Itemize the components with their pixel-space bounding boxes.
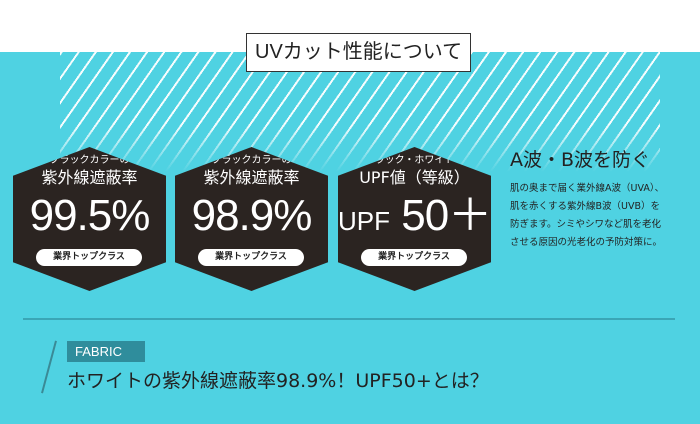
fabric-tag: FABRIC (67, 341, 145, 362)
badge-value: 99.5% (29, 191, 151, 240)
badge-pill: 業界トップクラス (198, 249, 304, 266)
description-line: させる原因の光老化の予防対策に。 (510, 237, 663, 248)
badge-value: UPF 50＋ (338, 189, 491, 243)
uv-description: A波・B波を防ぐ 肌の奥まで届く業外線A波（UVA）、 肌を赤くする紫外線B波（… (510, 148, 664, 252)
badge-value-prefix: UPF (338, 206, 390, 236)
badge-sub: ブラックカラーの (211, 155, 292, 166)
description-text: 肌の奥まで届く業外線A波（UVA）、 肌を赤くする紫外線B波（UVB）を 防ぎま… (510, 180, 664, 252)
badge-pill: 業界トップクラス (36, 249, 142, 266)
badge-sub: ブラックカラーの (49, 155, 130, 166)
description-title: A波・B波を防ぐ (510, 149, 651, 171)
divider (23, 318, 675, 320)
fabric-title: ホワイトの紫外線遮蔽率98.9%！UPF50+とは？ (67, 370, 489, 392)
badge-white-uv-rate: ブラックカラーの 紫外線遮蔽率 98.9% 業界トップクラス (175, 147, 328, 291)
badge-pill: 業界トップクラス (361, 249, 467, 266)
badge-value: 98.9% (191, 191, 313, 240)
description-line: 肌の奥まで届く業外線A波（UVA）、 (510, 183, 665, 194)
section-heading: UVカット性能について (246, 33, 472, 72)
badge-sub: ブラック・ホワイトの (364, 155, 465, 166)
badge-label: UPF値（等級） (359, 168, 470, 187)
badge-value-number: 50＋ (401, 191, 492, 240)
diagonal-stripes (60, 52, 660, 172)
badge-upf: ブラック・ホワイトの UPF値（等級） UPF 50＋ 業界トップクラス (338, 147, 491, 291)
badge-label: 紫外線遮蔽率 (203, 168, 300, 187)
description-line: 防ぎます。シミやシワなど肌を老化 (510, 219, 662, 230)
badge-label: 紫外線遮蔽率 (41, 168, 138, 187)
description-line: 肌を赤くする紫外線B波（UVB）を (510, 201, 660, 212)
badge-black-uv-rate: ブラックカラーの 紫外線遮蔽率 99.5% 業界トップクラス (13, 147, 166, 291)
